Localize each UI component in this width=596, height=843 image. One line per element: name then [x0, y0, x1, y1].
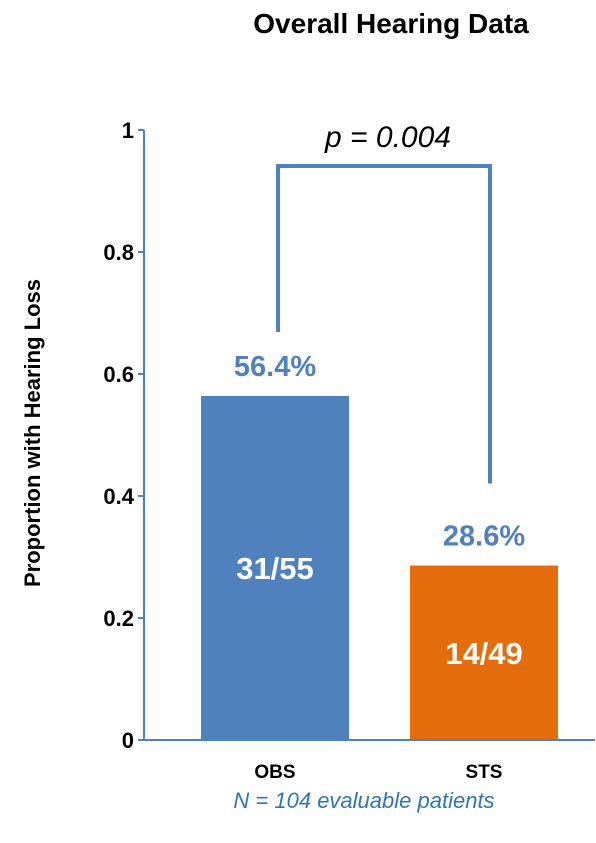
- y-tick-label: 0: [122, 728, 134, 753]
- footnote: N = 104 evaluable patients: [233, 788, 494, 813]
- y-tick-label: 1: [122, 118, 134, 143]
- x-tick-label-obs: OBS: [254, 762, 295, 783]
- y-tick-label: 0.8: [103, 240, 134, 265]
- y-tick-label: 0.2: [103, 606, 134, 631]
- y-tick-label: 0.6: [103, 362, 134, 387]
- bar-sts: [410, 565, 558, 740]
- bar-obs: [201, 395, 349, 740]
- x-tick-label-sts: STS: [466, 762, 503, 783]
- significance-bracket: [276, 164, 492, 484]
- bars-group: 56.4% 31/55 OBS 28.6% 14/49 STS: [201, 351, 558, 783]
- y-tick-label: 0.4: [103, 484, 134, 509]
- count-label-obs: 31/55: [236, 551, 314, 586]
- chart-title: Overall Hearing Data: [253, 8, 529, 39]
- y-axis: 0 0.2 0.4 0.6 0.8 1: [103, 118, 145, 753]
- y-axis-label: Proportion with Hearing Loss: [20, 279, 45, 587]
- p-value-annotation: p = 0.004: [324, 121, 451, 154]
- count-label-sts: 14/49: [445, 636, 523, 671]
- percent-label-obs: 56.4%: [234, 351, 316, 383]
- percent-label-sts: 28.6%: [443, 521, 525, 553]
